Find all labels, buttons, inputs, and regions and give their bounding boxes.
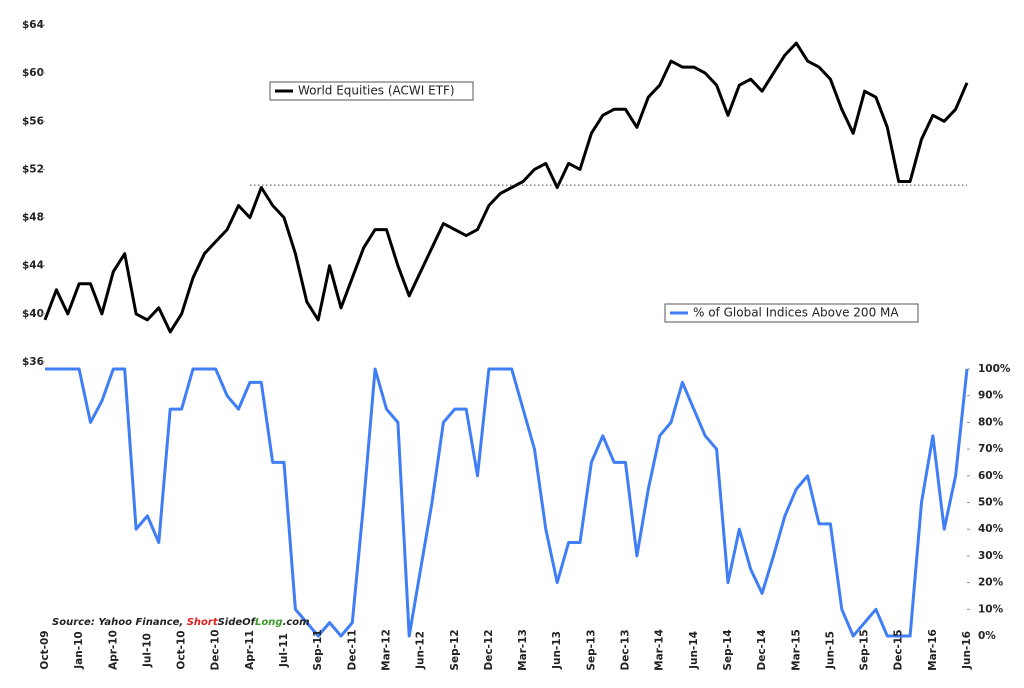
legend-label: % of Global Indices Above 200 MA <box>693 306 899 320</box>
source: Source: Yahoo Finance, ShortSideOfLong.c… <box>52 617 310 628</box>
y2-tick-label: 0% <box>978 630 996 642</box>
y2-tick-label: 60% <box>978 470 1004 482</box>
source-part: Short <box>187 617 219 628</box>
x-tick-label: Sep-13 <box>585 629 597 670</box>
x-tick-label: Mar-13 <box>517 629 529 671</box>
y2-tick-label: 50% <box>978 497 1004 509</box>
x-tick-label: Apr-10 <box>107 630 119 670</box>
x-tick-label: Oct-09 <box>39 630 51 669</box>
y2-tick-label: 80% <box>978 416 1004 428</box>
legend-label: World Equities (ACWI ETF) <box>298 84 455 98</box>
x-tick-label: Mar-15 <box>790 629 802 671</box>
source-part: SideOf <box>218 617 257 628</box>
y-tick-label: $64 <box>22 19 44 31</box>
x-tick-label: Jun-16 <box>961 631 973 670</box>
source-part: Source: Yahoo Finance, <box>52 617 187 628</box>
y2-tick-label: 90% <box>978 390 1004 402</box>
x-tick-label: Dec-14 <box>756 629 768 670</box>
series-line <box>45 367 969 638</box>
series-line <box>43 41 969 334</box>
x-tick-label: Jul-10 <box>141 633 153 668</box>
x-tick-label: Oct-10 <box>176 630 188 669</box>
legend-box <box>269 81 474 101</box>
source-part: Long <box>255 617 283 628</box>
x-tick-label: Apr-11 <box>244 630 256 670</box>
x-tick-label: Dec-13 <box>620 629 632 670</box>
x-tick-label: Mar-12 <box>380 629 392 671</box>
y2-tick-label: 20% <box>978 577 1004 589</box>
x-tick-label: Mar-16 <box>927 629 939 671</box>
y-tick-label: $36 <box>22 356 44 368</box>
x-tick-label: Jun-14 <box>688 631 700 670</box>
x-tick-label: Jun-15 <box>824 631 836 670</box>
y2-tick-label: 10% <box>978 603 1004 615</box>
y-tick-label: $48 <box>22 212 44 224</box>
y2-tick-label: 100% <box>978 363 1011 375</box>
y-tick-label: $44 <box>22 260 44 272</box>
y-tick-label: $56 <box>22 115 44 127</box>
y-tick-label: $40 <box>22 308 44 320</box>
x-tick-label: Mar-14 <box>654 629 666 671</box>
y-tick-label: $60 <box>22 67 44 79</box>
x-tick-label: Dec-11 <box>346 629 358 670</box>
x-tick-label: Sep-12 <box>449 629 461 670</box>
x-tick-label: Jun-13 <box>551 631 563 670</box>
x-tick-label: Dec-15 <box>893 629 905 670</box>
x-tick-label: Jun-12 <box>415 631 427 670</box>
source-part: .com <box>283 617 310 628</box>
x-tick-label: Dec-10 <box>210 629 222 670</box>
y-tick-label: $52 <box>22 163 44 175</box>
x-tick-label: Sep-11 <box>312 629 324 670</box>
y2-tick-label: 40% <box>978 523 1004 535</box>
legend-box <box>664 303 919 323</box>
x-tick-label: Jan-10 <box>73 631 85 669</box>
x-tick-label: Sep-15 <box>859 629 871 670</box>
x-tick-label: Jul-11 <box>278 633 290 668</box>
y2-tick-label: 70% <box>978 443 1004 455</box>
x-tick-label: Sep-14 <box>722 629 734 670</box>
y2-tick-label: 30% <box>978 550 1004 562</box>
x-tick-label: Dec-12 <box>483 629 495 670</box>
